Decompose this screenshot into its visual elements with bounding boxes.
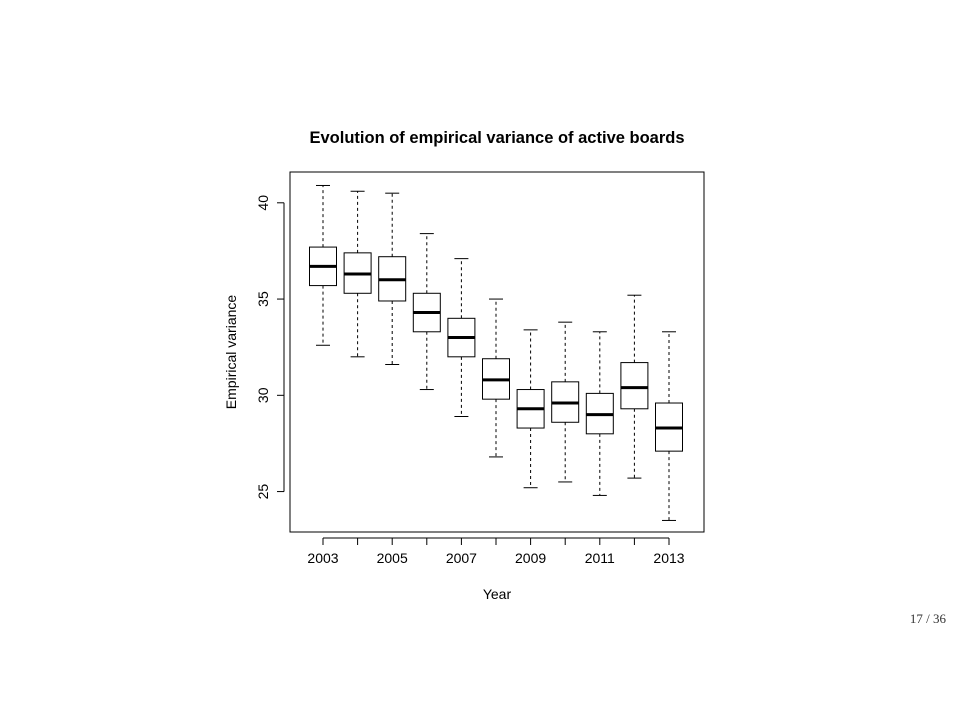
box-2009 <box>516 329 545 489</box>
chart-title: Evolution of empirical variance of activ… <box>309 129 684 147</box>
y-axis: 25 30 35 40 <box>255 195 285 500</box>
y-tick-label-25: 25 <box>255 484 271 500</box>
x-axis-label: Year <box>483 586 512 602</box>
x-axis: 2003 2005 2007 2009 2011 2013 <box>307 537 685 566</box>
y-tick-label-35: 35 <box>255 291 271 307</box>
box-2008 <box>482 298 510 458</box>
box-2004 <box>343 190 372 358</box>
iqr-box <box>620 362 649 410</box>
plot-frame <box>289 171 705 533</box>
box-2012 <box>620 294 649 479</box>
box-2013 <box>655 331 683 521</box>
y-tick-label-30: 30 <box>255 387 271 403</box>
y-tick-label-40: 40 <box>255 195 271 211</box>
page-counter: 17 / 36 <box>909 611 946 626</box>
box-2006 <box>412 233 441 391</box>
box-2010 <box>551 321 580 483</box>
x-tick-label-2013: 2013 <box>653 550 684 566</box>
x-tick-label-2005: 2005 <box>377 550 408 566</box>
boxes-layer <box>309 184 683 521</box>
x-tick-label-2011: 2011 <box>585 550 615 566</box>
x-tick-label-2003: 2003 <box>307 550 338 566</box>
box-2007 <box>447 258 476 417</box>
y-axis-label: Empirical variance <box>223 295 239 410</box>
box-2005 <box>378 192 407 366</box>
box-2003 <box>309 184 337 346</box>
x-tick-label-2007: 2007 <box>446 550 477 566</box>
x-tick-label-2009: 2009 <box>515 550 546 566</box>
box-2011 <box>585 331 614 496</box>
